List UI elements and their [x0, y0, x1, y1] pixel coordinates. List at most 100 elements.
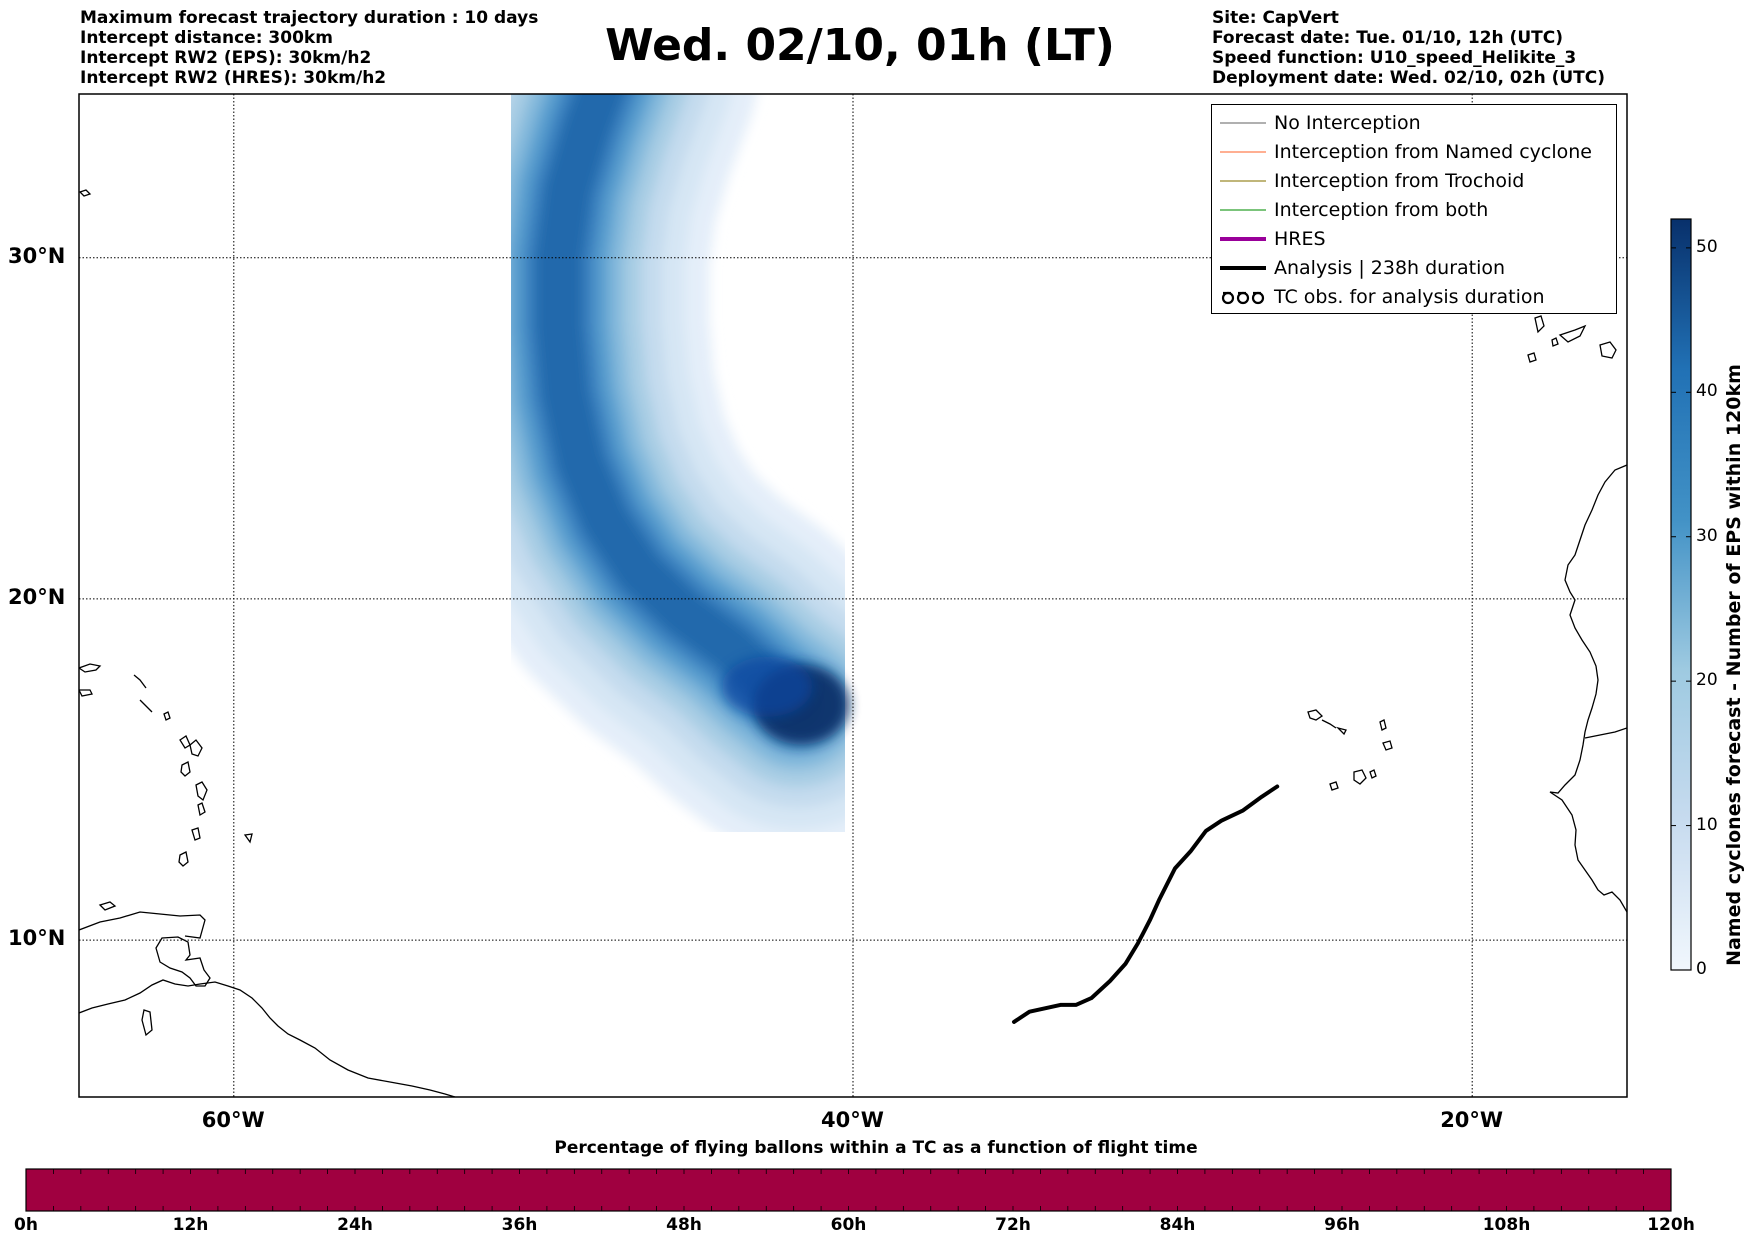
coastline-cape-verde-2 — [1321, 719, 1337, 729]
colorbar-tick-label: 10 — [1696, 814, 1718, 835]
coastline-puerto-rico — [79, 689, 93, 697]
colorbar-tick-label: 30 — [1696, 525, 1718, 546]
coastline-canary-1 — [1534, 315, 1545, 334]
flight-time-bar-minor-ticks — [53, 1169, 1644, 1211]
coastline-cape-verde-6 — [1329, 781, 1339, 791]
flight-time-bar-fill — [25, 1168, 1672, 1212]
colorbar — [1670, 218, 1692, 971]
legend-line-icon — [1220, 180, 1266, 182]
lat-label: 10°N — [8, 926, 66, 951]
coastline-virgin-islands — [79, 663, 102, 673]
coastlines — [79, 189, 1627, 1097]
flight-time-bar — [25, 1168, 1672, 1212]
coastline-lesser-antilles-6 — [191, 827, 201, 841]
flight-time-tick-label: 96h — [1324, 1215, 1360, 1235]
legend-item-named-cyclone: Interception from Named cyclone — [1212, 139, 1616, 165]
coastline-islet-1 — [133, 674, 147, 689]
coastline-cape-verde-3 — [1335, 726, 1347, 736]
header-right-info: Site: CapVert Forecast date: Tue. 01/10,… — [1212, 8, 1605, 88]
coastline-islet-4 — [141, 1009, 153, 1037]
legend-line-icon — [1220, 266, 1266, 270]
flight-time-tick-label: 60h — [830, 1215, 867, 1235]
flight-time-tick-label: 84h — [1159, 1215, 1196, 1235]
plume-core-tail — [722, 656, 813, 717]
flight-time-tick-label: 72h — [995, 1215, 1031, 1235]
analysis-track — [1012, 784, 1280, 1024]
coastline-lesser-antilles-4 — [180, 761, 191, 777]
coastline-lesser-antilles-1 — [189, 739, 203, 757]
header-intercept-eps: Intercept RW2 (EPS): 30km/h2 — [80, 48, 372, 68]
legend-label: Interception from Named cyclone — [1274, 141, 1592, 163]
header-left-info: Maximum forecast trajectory duration : 1… — [80, 8, 538, 88]
colorbar-gradient — [1670, 218, 1692, 971]
plume-layers — [408, 94, 948, 855]
coastline-islet-5 — [98, 901, 117, 911]
coastline-lesser-antilles-2 — [195, 781, 208, 802]
colorbar-tick-label: 50 — [1696, 236, 1718, 257]
coastline-canary-2 — [1558, 324, 1587, 343]
coastline-canary-3 — [1599, 341, 1617, 359]
legend-label: Interception from both — [1274, 199, 1489, 221]
flight-time-tick-label: 120h — [1647, 1215, 1695, 1235]
coastline-west-africa — [1549, 464, 1627, 913]
coastline-cape-verde-4 — [1379, 719, 1387, 731]
legend-item-tc-obs: TC obs. for analysis duration — [1212, 284, 1616, 310]
lat-label: 30°N — [8, 243, 66, 268]
legend-line-icon — [1220, 209, 1266, 211]
header-forecast-date: Forecast date: Tue. 01/10, 12h (UTC) — [1212, 28, 1563, 48]
coastline-cape-verde-1 — [1307, 709, 1324, 721]
coastline-lesser-antilles-3 — [179, 735, 191, 749]
coastline-cape-verde-5 — [1382, 740, 1393, 751]
colorbar-tick-label: 20 — [1696, 670, 1718, 691]
flight-time-tick-label: 36h — [501, 1215, 538, 1235]
header-max-duration: Maximum forecast trajectory duration : 1… — [80, 8, 539, 28]
coastline-canary-4 — [1527, 352, 1537, 363]
coastline-lesser-antilles-5 — [197, 802, 206, 817]
coastline-canary-5 — [1551, 337, 1559, 347]
header-intercept-hres: Intercept RW2 (HRES): 30km/h2 — [80, 68, 387, 88]
colorbar-label: Named cyclones forecast - Number of EPS … — [1723, 364, 1745, 966]
legend-item-both: Interception from both — [1212, 197, 1616, 223]
legend-item-analysis: Analysis | 238h duration — [1212, 255, 1616, 281]
flight-time-bar-title: Percentage of flying ballons within a TC… — [554, 1138, 1198, 1158]
legend-item-hres: HRES — [1212, 226, 1616, 252]
map-frame — [78, 93, 1628, 1098]
flight-time-tick-label: 24h — [337, 1215, 373, 1235]
page-title: Wed. 02/10, 01h (LT) — [605, 20, 1115, 71]
lon-label: 20°W — [1440, 1108, 1504, 1132]
legend-line-icon — [1220, 151, 1266, 153]
coastline-lesser-antilles-8 — [243, 833, 253, 844]
coastline-trinidad — [155, 936, 211, 987]
legend-item-trochoid: Interception from Trochoid — [1212, 168, 1616, 194]
analysis-track-line — [1012, 784, 1280, 1024]
legend-label: No Interception — [1274, 112, 1421, 134]
flight-time-tick-label: 108h — [1482, 1215, 1531, 1235]
coastline-cape-verde-7 — [1353, 769, 1367, 785]
flight-time-tick-label: 48h — [666, 1215, 702, 1235]
map-gridlines — [79, 94, 1627, 1097]
header-intercept-distance: Intercept distance: 300km — [80, 28, 333, 48]
flight-time-tick-label: 12h — [172, 1215, 209, 1235]
legend-label: Analysis | 238h duration — [1274, 257, 1506, 279]
flight-time-tick-label: 0h — [14, 1215, 38, 1235]
header-deployment-date: Deployment date: Wed. 02/10, 02h (UTC) — [1212, 68, 1606, 88]
header-speed-function: Speed function: U10_speed_Helikite_3 — [1212, 48, 1577, 68]
coastline-venezuela-inlet — [79, 911, 206, 939]
colorbar-tick-label: 0 — [1696, 959, 1707, 979]
coastline-south-america — [79, 979, 456, 1097]
coastline-islet-6 — [79, 189, 92, 197]
lat-label: 20°N — [8, 584, 66, 609]
legend-label: HRES — [1274, 228, 1326, 250]
legend-label: TC obs. for analysis duration — [1274, 286, 1545, 308]
legend-line-icon — [1220, 237, 1266, 241]
coastline-lesser-antilles-7 — [178, 851, 189, 867]
lon-label: 60°W — [201, 1108, 265, 1132]
legend-line-icon — [1220, 122, 1266, 124]
map-legend: No Interception Interception from Named … — [1211, 104, 1617, 314]
cyclone-probability-plume — [408, 94, 948, 855]
plume-contour — [534, 94, 822, 729]
legend-label: Interception from Trochoid — [1274, 170, 1525, 192]
colorbar-tick-label: 40 — [1696, 381, 1718, 402]
coastline-africa-gulf — [1584, 727, 1627, 739]
header-site: Site: CapVert — [1212, 8, 1339, 28]
